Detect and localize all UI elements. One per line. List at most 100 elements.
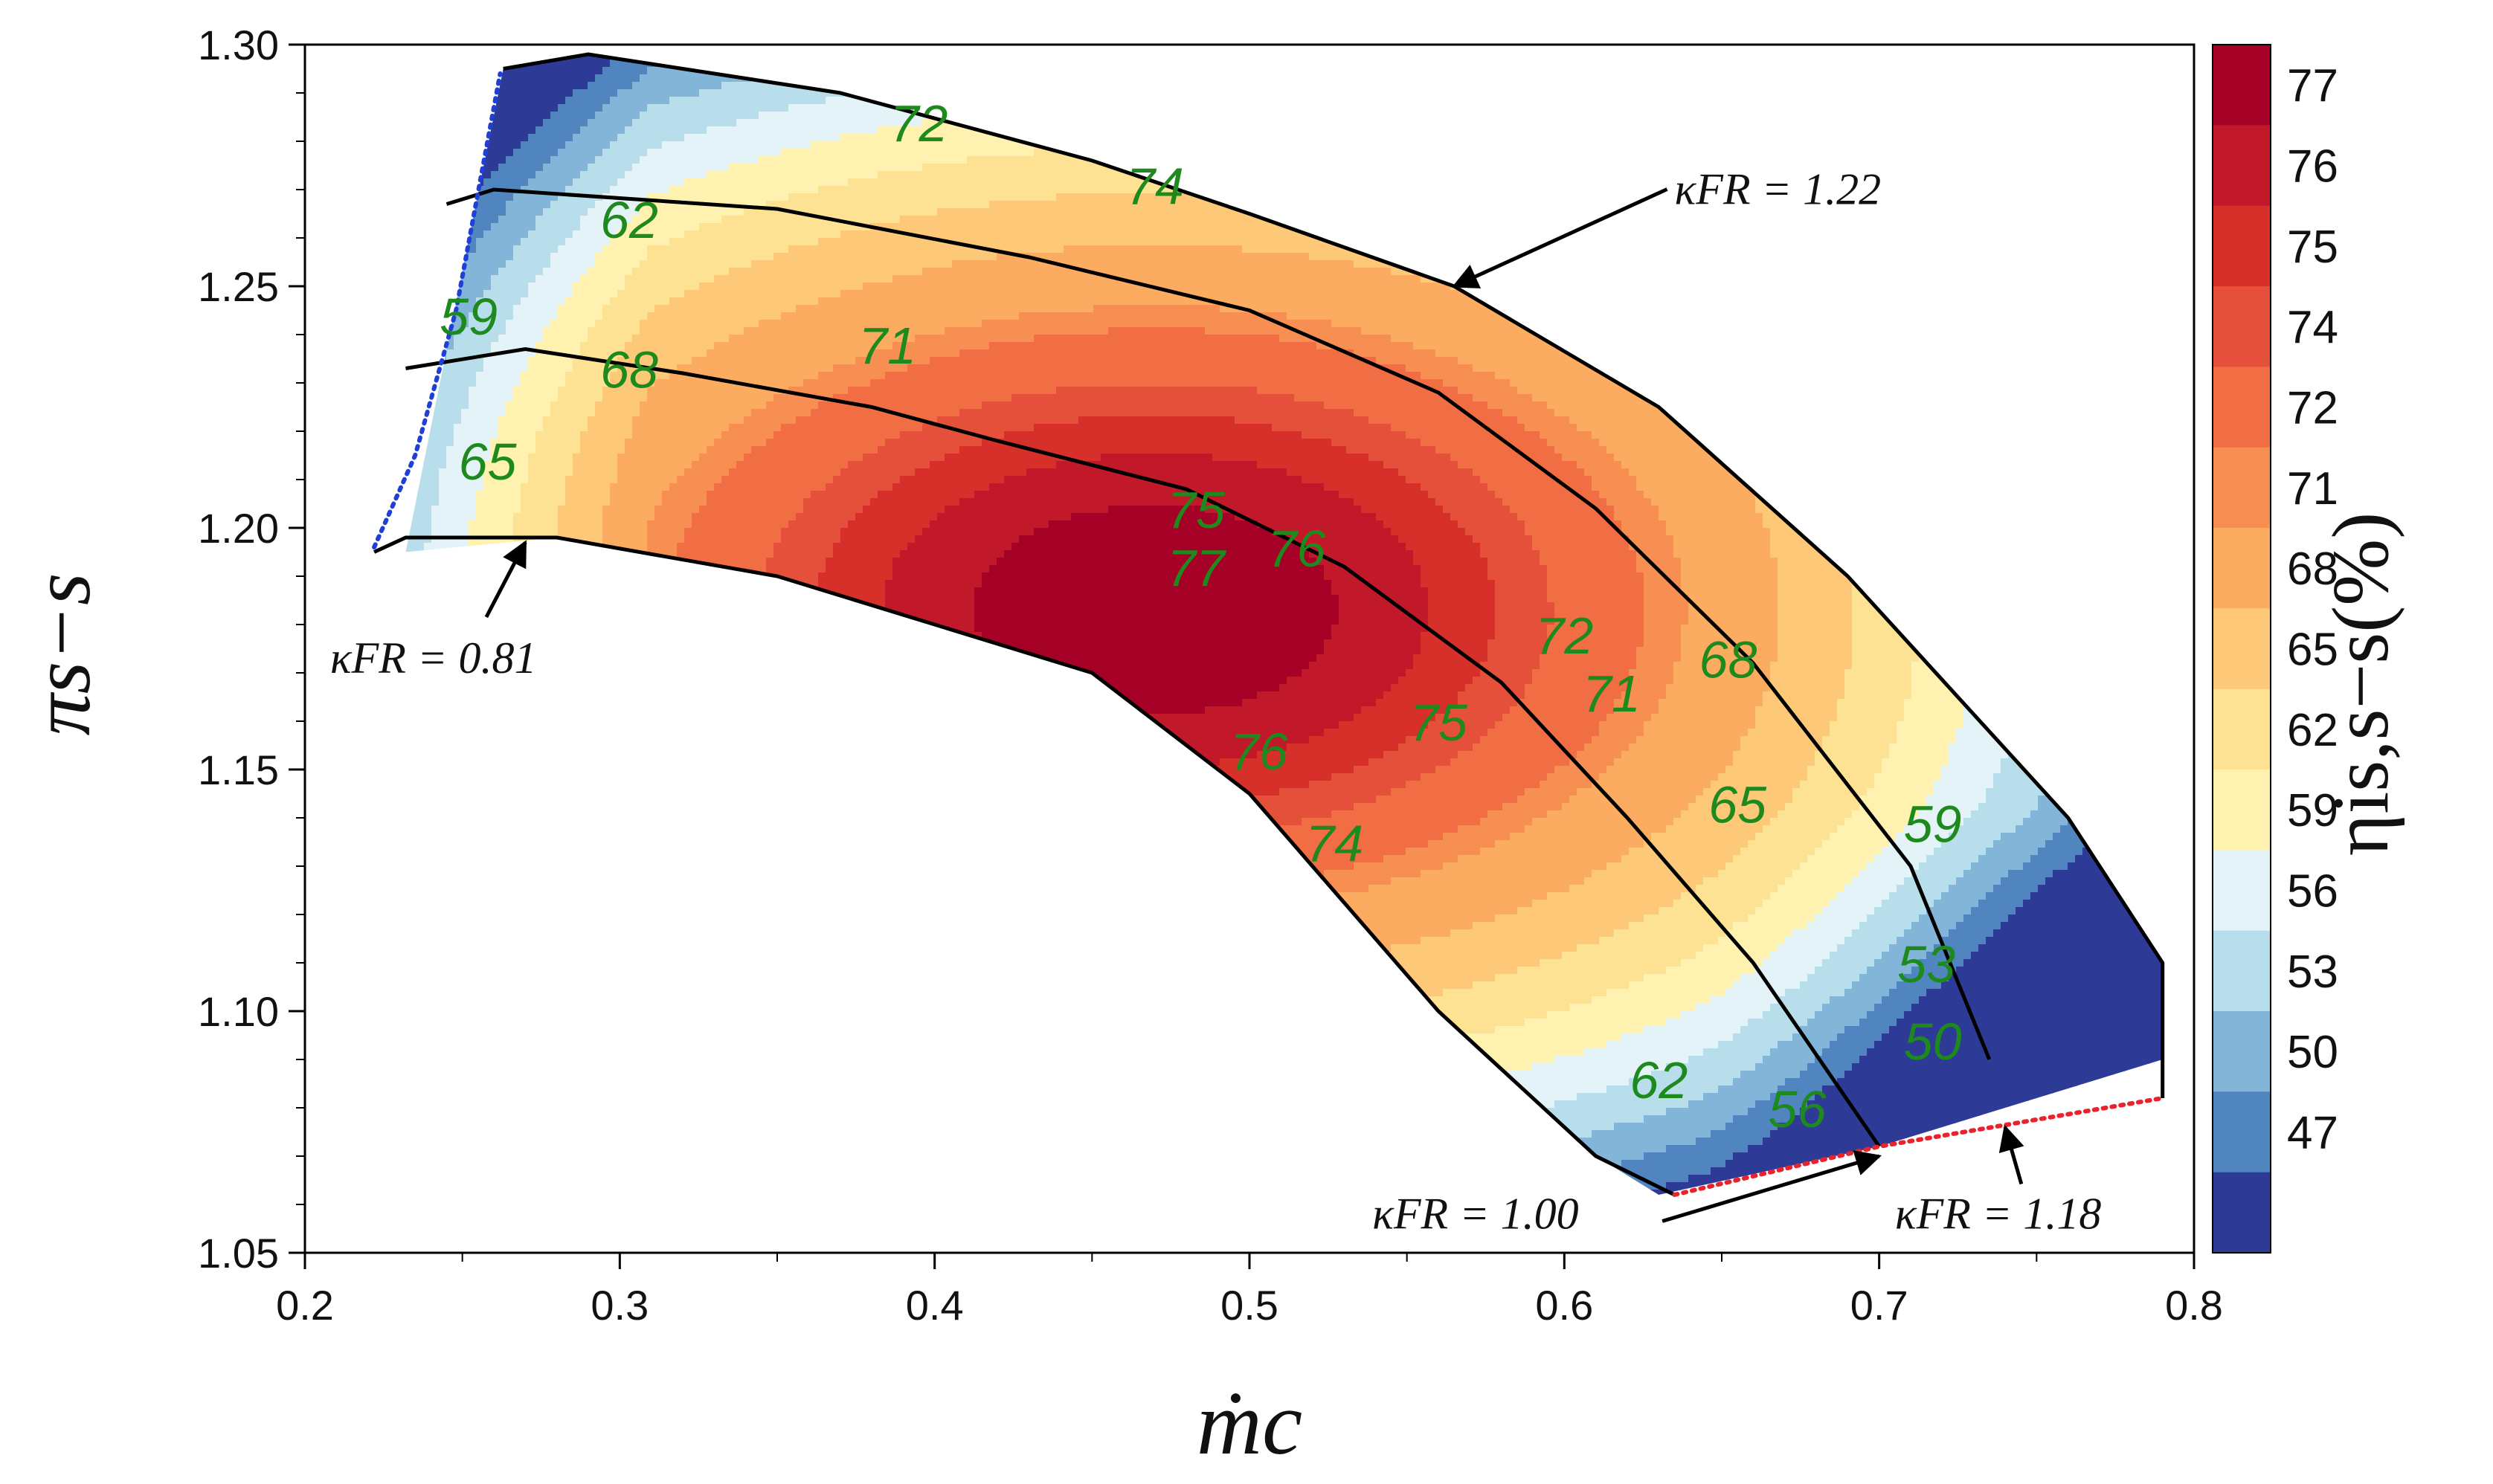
heatmap-cell xyxy=(506,468,514,477)
heatmap-cell xyxy=(439,506,447,514)
heatmap-cell xyxy=(476,201,484,209)
heatmap-cell xyxy=(461,446,469,454)
heatmap-cell xyxy=(409,513,417,521)
heatmap-cell xyxy=(528,424,536,432)
heatmap-cell xyxy=(506,253,514,261)
heatmap-cell xyxy=(513,372,521,380)
heatmap-cell xyxy=(439,543,447,551)
heatmap-cell xyxy=(476,401,484,410)
heatmap-cell xyxy=(461,275,469,283)
heatmap-cell xyxy=(528,461,536,469)
heatmap-cell xyxy=(461,461,469,469)
heatmap-cell xyxy=(431,498,440,506)
heatmap-cell xyxy=(439,401,447,410)
heatmap-cell xyxy=(491,387,499,395)
heatmap-cell xyxy=(469,305,477,313)
heatmap-cell xyxy=(461,454,469,462)
heatmap-cell xyxy=(498,520,506,529)
heatmap-cell xyxy=(483,312,492,320)
heatmap-cell xyxy=(513,424,521,432)
heatmap-cell xyxy=(498,283,506,291)
heatmap-cell xyxy=(521,223,529,231)
heatmap-cell xyxy=(491,275,499,283)
heatmap-cell xyxy=(513,320,521,328)
heatmap-cell xyxy=(528,520,536,529)
heatmap-cell xyxy=(506,238,514,246)
heatmap-cell xyxy=(446,349,454,358)
heatmap-cell xyxy=(513,401,521,410)
heatmap-cell xyxy=(521,409,529,417)
heatmap-cell xyxy=(446,528,454,536)
heatmap-cell xyxy=(491,528,499,536)
heatmap-cell xyxy=(506,112,514,120)
heatmap-cell xyxy=(469,283,477,291)
heatmap-cell xyxy=(491,201,499,209)
heatmap-cell xyxy=(498,468,506,477)
heatmap-cell xyxy=(491,126,499,135)
heatmap-cell xyxy=(528,156,536,164)
heatmap-cell xyxy=(476,335,484,343)
heatmap-cell xyxy=(498,112,506,120)
heatmap-cell xyxy=(461,387,469,395)
heatmap-cell xyxy=(513,156,521,164)
heatmap-cell xyxy=(506,320,514,328)
heatmap-cell xyxy=(528,483,536,491)
heatmap-cell xyxy=(521,461,529,469)
heatmap-cell xyxy=(521,275,529,283)
heatmap-cell xyxy=(431,513,440,521)
heatmap-cell xyxy=(483,216,492,224)
heatmap-cell xyxy=(483,327,492,335)
heatmap-cell xyxy=(513,74,521,83)
heatmap-cell xyxy=(483,178,492,187)
heatmap-cell xyxy=(528,283,536,291)
heatmap-cell xyxy=(461,379,469,387)
heatmap-cell xyxy=(498,216,506,224)
heatmap-cell xyxy=(431,409,440,417)
heatmap-cell xyxy=(416,543,425,551)
heatmap-cell xyxy=(454,327,462,335)
heatmap-cell xyxy=(506,275,514,283)
heatmap-cell xyxy=(424,491,432,499)
heatmap-cell xyxy=(476,238,484,246)
heatmap-cell xyxy=(469,409,477,417)
heatmap-cell xyxy=(498,335,506,343)
heatmap-cell xyxy=(513,290,521,298)
heatmap-cell xyxy=(409,520,417,529)
heatmap-cell xyxy=(521,178,529,187)
heatmap-cell xyxy=(483,506,492,514)
heatmap-cell xyxy=(498,446,506,454)
heatmap-cell xyxy=(491,506,499,514)
heatmap-cell xyxy=(491,305,499,313)
heatmap-cell xyxy=(491,327,499,335)
heatmap-cell xyxy=(506,327,514,335)
heatmap-cell xyxy=(521,201,529,209)
heatmap-cell xyxy=(476,327,484,335)
heatmap-cell xyxy=(461,357,469,365)
heatmap-cell xyxy=(461,468,469,477)
heatmap-cell xyxy=(513,112,521,120)
heatmap-cell xyxy=(513,208,521,216)
heatmap-cell xyxy=(498,424,506,432)
heatmap-cell xyxy=(446,543,454,551)
heatmap-cell xyxy=(521,89,529,97)
heatmap-cell xyxy=(513,126,521,135)
heatmap-cell xyxy=(446,342,454,350)
heatmap-cell xyxy=(498,74,506,83)
heatmap-cell xyxy=(528,82,536,90)
heatmap-cell xyxy=(528,320,536,328)
heatmap-cell xyxy=(483,394,492,402)
heatmap-cell xyxy=(491,424,499,432)
heatmap-cell xyxy=(483,424,492,432)
heatmap-cell xyxy=(513,528,521,536)
heatmap-cell xyxy=(491,409,499,417)
heatmap-cell xyxy=(476,216,484,224)
heatmap-cell xyxy=(461,401,469,410)
heatmap-cell xyxy=(521,439,529,447)
heatmap-cell xyxy=(476,476,484,484)
heatmap-cell xyxy=(461,528,469,536)
heatmap-cell xyxy=(476,416,484,425)
heatmap-cell xyxy=(513,349,521,358)
heatmap-cell xyxy=(446,335,454,343)
heatmap-cell xyxy=(506,483,514,491)
heatmap-cell xyxy=(521,238,529,246)
